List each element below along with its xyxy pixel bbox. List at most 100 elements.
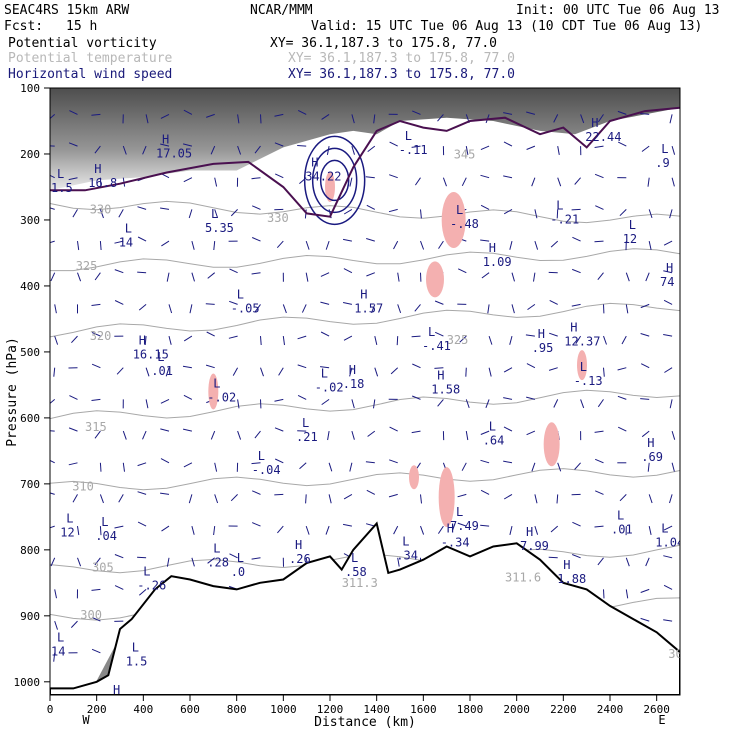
wind-vector [397, 272, 400, 282]
pv-blob [325, 171, 335, 202]
wind-vector [77, 557, 82, 567]
wind-vector [72, 494, 78, 503]
wind-vector [160, 113, 170, 119]
wind-vector [557, 146, 560, 155]
wind-vector [191, 240, 195, 250]
pv-blob [438, 467, 455, 528]
wind-vector [349, 462, 353, 472]
wind-vector [621, 335, 627, 345]
wind-vector [389, 426, 398, 432]
wind-vector [91, 648, 101, 654]
wind-vector [145, 114, 149, 124]
extremum-kind: L [580, 360, 587, 374]
theta-label: 325 [76, 259, 98, 273]
wind-vector [214, 462, 218, 472]
field-name-theta: Potential temperature [8, 51, 173, 66]
extremum-value: .21 [296, 430, 318, 444]
wind-vector [160, 458, 170, 464]
wind-vector [414, 304, 421, 312]
extremum-kind: L [237, 551, 244, 565]
wind-vector [503, 141, 513, 147]
wind-vector [118, 494, 124, 503]
theta-label: 330 [267, 211, 289, 225]
wind-vector [487, 304, 490, 314]
wind-vector [671, 462, 675, 472]
wind-vector [397, 557, 400, 567]
wind-vector [251, 177, 261, 180]
wind-vector [503, 460, 513, 464]
wind-vector [371, 304, 376, 313]
wind-vector [503, 426, 513, 432]
wind-vector [183, 109, 193, 115]
wind-vector [603, 589, 605, 599]
wind-vector [549, 299, 558, 305]
wind-vector [254, 430, 261, 439]
wind-vector [206, 113, 215, 118]
wind-vector [457, 493, 467, 498]
wind-vector [122, 462, 125, 472]
wind-vector [641, 430, 650, 438]
pv-blob [409, 465, 419, 490]
wind-vector [207, 272, 216, 279]
wind-vector [297, 335, 307, 340]
wind-vector [328, 462, 333, 472]
wind-vector [461, 462, 467, 471]
extremum-value: .0 [231, 565, 245, 579]
wind-vector [91, 332, 101, 337]
wind-vector [137, 271, 147, 274]
wind-vector [548, 556, 558, 559]
wind-vector [145, 399, 149, 409]
extremum-kind: L [661, 522, 668, 536]
wind-vector [553, 114, 559, 123]
wind-vector [274, 493, 284, 496]
wind-vector [114, 554, 124, 559]
theta-label: 325 [447, 333, 469, 347]
wind-vector [254, 145, 261, 154]
wind-vector [53, 367, 56, 377]
x-tick-label: 2400 [597, 703, 624, 716]
wind-vector [274, 142, 284, 147]
theta-label: 311.3 [342, 576, 378, 590]
wind-vector [574, 462, 581, 470]
wind-vector [389, 174, 398, 179]
header-model: SEAC4RS 15km ARW [4, 3, 129, 18]
wind-vector [393, 525, 399, 535]
y-tick-label: 800 [20, 544, 40, 557]
extremum-value: 12 [60, 526, 74, 540]
extremum-value: -.05 [231, 301, 260, 315]
theta-label: 311.6 [505, 571, 541, 585]
wind-vector [527, 303, 536, 311]
wind-vector [411, 430, 421, 434]
wind-vector [420, 525, 425, 535]
extremum-value: 12.37 [564, 334, 600, 348]
wind-vector [188, 494, 193, 504]
extremum-value: .01 [151, 364, 173, 378]
wind-vector [142, 145, 147, 155]
wind-vector [366, 204, 376, 210]
wind-vector [572, 236, 581, 242]
x-tick-label: 2200 [550, 703, 577, 716]
wind-vector [274, 173, 284, 179]
wind-vector [274, 427, 284, 432]
wind-vector [465, 431, 469, 441]
wind-vector [328, 494, 332, 504]
wind-vector [640, 303, 650, 309]
extremum-kind: L [456, 203, 463, 217]
end-label-west: W [82, 713, 90, 727]
wind-vector [597, 399, 604, 408]
wind-vector [526, 363, 536, 369]
wind-vector [437, 525, 444, 534]
wind-vector [480, 239, 490, 242]
wind-vector [230, 209, 238, 217]
wind-vector [645, 272, 650, 282]
wind-vector [205, 364, 215, 369]
wind-vector [550, 240, 559, 248]
wind-vector [137, 462, 147, 467]
wind-vector [388, 493, 398, 498]
wind-vector [548, 367, 558, 371]
wind-vector [480, 524, 490, 527]
wind-vector [526, 111, 536, 115]
end-label-east: E [658, 713, 665, 727]
x-tick-label: 2000 [503, 703, 530, 716]
extremum-kind: L [143, 564, 150, 578]
